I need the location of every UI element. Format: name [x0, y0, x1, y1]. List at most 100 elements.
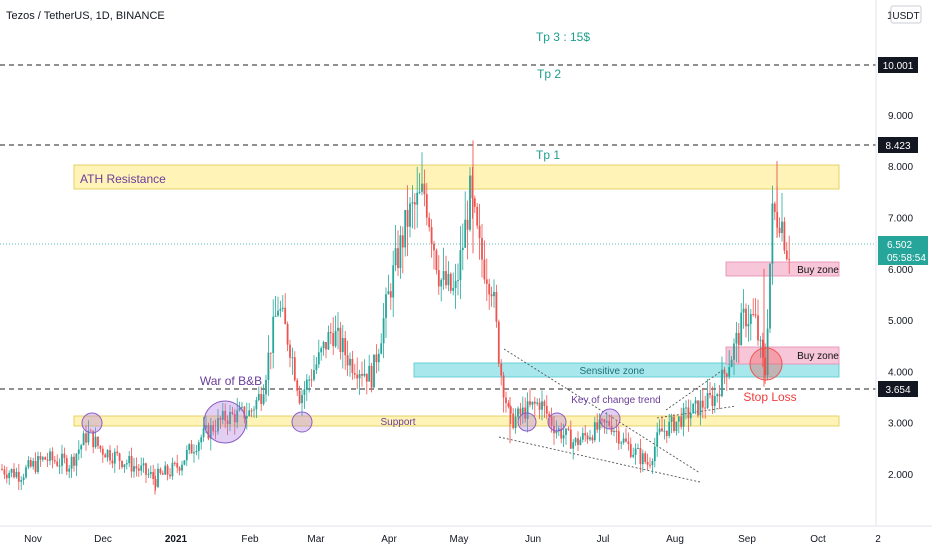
candle-body [265, 380, 267, 395]
candle-body [152, 472, 155, 480]
candle-body [663, 430, 666, 432]
candle-body [101, 448, 104, 455]
price-axis[interactable]: 2.000 3.000 4.000 5.000 6.000 7.000 8.000 9.000 [888, 111, 913, 481]
candle-body [457, 280, 459, 282]
tp3-label: Tp 3 : 15$ [536, 30, 590, 44]
candle-body [709, 393, 711, 396]
candle-body [149, 472, 152, 475]
candle-body [675, 421, 678, 432]
support-touch-circle-5 [599, 408, 621, 430]
candle-body [171, 462, 174, 477]
candle-body [704, 407, 707, 409]
candle-body [406, 209, 409, 227]
candle-body [339, 327, 342, 353]
candle-body [243, 406, 246, 419]
candle-body [452, 288, 455, 291]
candle-body [169, 474, 171, 477]
candle-body [349, 358, 351, 366]
candle-body [188, 444, 191, 451]
candle-body [389, 291, 392, 298]
candle-body [651, 461, 654, 466]
candle-body [567, 428, 570, 430]
candle-body [154, 479, 157, 487]
candle-body [500, 363, 503, 376]
candle-body [603, 419, 606, 423]
candle-body [749, 314, 752, 324]
candle-body [291, 357, 294, 359]
sensitive-label: Sensitive zone [579, 366, 644, 377]
candle-body [481, 238, 483, 260]
candle-body [279, 308, 282, 311]
candle-body [106, 450, 109, 458]
candle-body [447, 273, 450, 286]
candles [1, 140, 791, 495]
candle-body [293, 357, 296, 381]
candle-body [262, 394, 265, 404]
candle-body [421, 183, 423, 192]
candle-body [56, 461, 59, 466]
currency-badge-box[interactable] [890, 5, 922, 24]
candle-body [759, 339, 762, 341]
support-zone [73, 415, 840, 427]
candle-body [351, 358, 354, 374]
tp1-badge-box [878, 137, 918, 153]
candle-body [742, 308, 745, 313]
time-axis[interactable]: Nov Dec 2021 Feb Mar Apr May Jun Jul Aug Sep Oct 2 [24, 534, 881, 545]
candle-body [209, 425, 212, 439]
candle-body [740, 312, 743, 346]
candle-body [87, 430, 90, 443]
candle-body [656, 432, 659, 447]
countdown-badge: 05:58:54 [887, 253, 926, 264]
candle-body [574, 438, 577, 443]
candle-body [89, 430, 92, 432]
candle-body [512, 413, 515, 429]
candle-body [365, 373, 368, 382]
candle-body [543, 401, 546, 406]
candle-body [44, 457, 47, 460]
candle-body [430, 227, 433, 244]
candle-body [181, 464, 183, 471]
last-price-badge: 6.502 [887, 240, 912, 251]
candle-body [471, 175, 474, 199]
candle-body [754, 314, 757, 316]
support-touch-circle-3 [517, 412, 537, 432]
time-tick-label: Jul [597, 534, 610, 545]
candle-body [632, 454, 635, 457]
candle-body [433, 243, 435, 251]
candle-body [565, 428, 567, 435]
candle-body [361, 373, 363, 376]
breakout-line [656, 405, 737, 419]
scale-mode-label: 1 [887, 10, 893, 22]
candle-body [680, 416, 683, 427]
candle-body [70, 456, 73, 469]
candle-body [236, 410, 239, 423]
candle-body [34, 460, 37, 472]
candle-body [190, 444, 193, 454]
candle-body [673, 416, 675, 432]
currency-badge[interactable]: USDT [892, 11, 919, 22]
time-tick-label: Apr [381, 534, 397, 545]
candle-body [37, 456, 39, 472]
candle-body [620, 442, 623, 444]
candle-body [677, 416, 680, 422]
candle-body [159, 468, 162, 474]
candle-body [334, 330, 337, 347]
candle-body [519, 408, 522, 415]
candle-body [185, 450, 188, 461]
candle-body [17, 471, 20, 482]
candle-body [51, 451, 54, 461]
candle-body [783, 221, 786, 251]
candle-body [320, 348, 323, 353]
candle-body [553, 425, 555, 434]
buy-zone-upper-label: Buy zone [797, 265, 839, 276]
candle-body [521, 407, 524, 415]
candle-body [769, 263, 771, 329]
candle-body [394, 248, 397, 266]
candle-body [27, 460, 30, 468]
candle-body [605, 421, 608, 423]
candle-body [32, 460, 35, 467]
candle-body [97, 436, 99, 446]
candle-body [200, 437, 203, 443]
candle-body [61, 453, 63, 466]
